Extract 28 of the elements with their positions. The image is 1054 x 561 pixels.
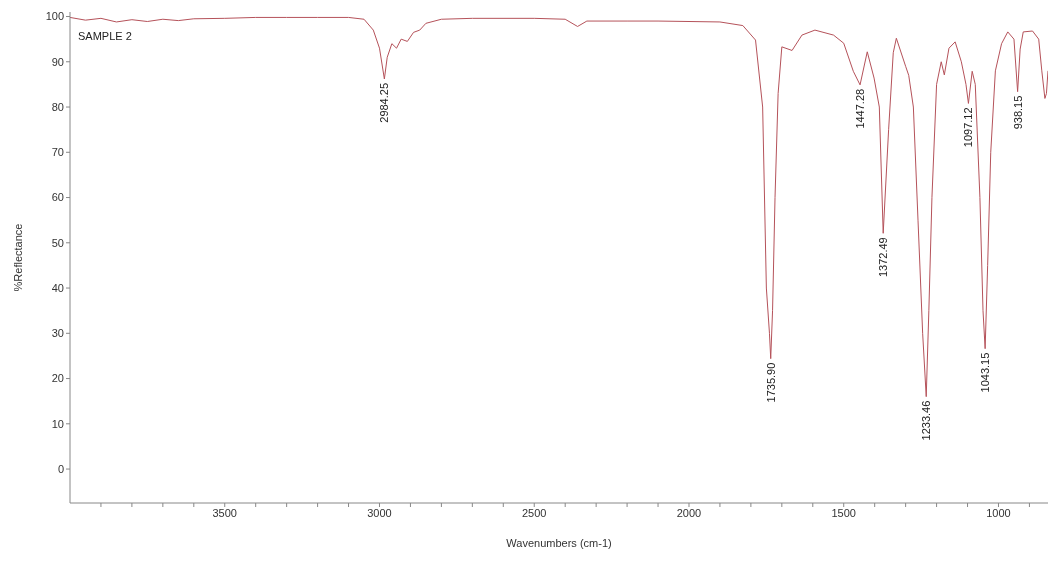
y-tick-label: 90 [51, 55, 64, 68]
y-tick-label: 70 [51, 146, 64, 159]
annotation: SAMPLE 2 [78, 30, 132, 42]
x-tick-label: 1500 [831, 506, 856, 519]
y-tick-label: 20 [51, 372, 64, 385]
y-axis-title: %Reflectance [11, 223, 24, 292]
y-tick-label: 30 [51, 327, 64, 340]
x-tick-label: 1000 [986, 506, 1011, 519]
annotation: 1447.28 [854, 88, 867, 129]
y-tick-label: 50 [51, 236, 64, 249]
y-tick-label: 10 [51, 417, 64, 430]
annotation: 938.15 [1011, 95, 1024, 130]
y-tick-label: 60 [51, 191, 64, 204]
annotation: 1372.49 [877, 237, 890, 278]
x-tick-label: 2000 [676, 506, 702, 519]
x-tick-label: 3000 [367, 506, 392, 519]
annotation: 1233.46 [920, 400, 933, 441]
y-tick-label: 80 [51, 100, 64, 113]
x-tick-label: 2500 [522, 506, 547, 519]
x-axis-title: Wavenumbers (cm-1) [506, 537, 612, 549]
y-tick-label: 0 [57, 462, 64, 475]
y-tick-label: 40 [51, 281, 64, 294]
annotation: 1735.90 [764, 362, 777, 403]
x-tick-label: 3500 [212, 506, 237, 519]
y-tick-label: 100 [45, 10, 64, 23]
annotation: 2984.25 [378, 82, 391, 123]
annotation: 1097.12 [962, 107, 975, 148]
annotation: 1043.15 [979, 352, 992, 393]
